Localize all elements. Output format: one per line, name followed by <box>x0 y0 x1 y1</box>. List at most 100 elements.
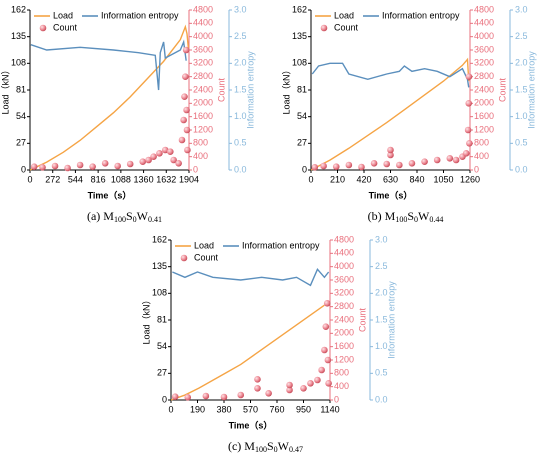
y2-tick-label: 0 <box>474 164 479 174</box>
y-tick-label: 108 <box>152 288 167 298</box>
caption: (b) M100S0W0.44 <box>368 209 444 224</box>
y-tick-label: 135 <box>292 31 307 41</box>
caption-part: 0 <box>414 215 418 224</box>
count-point <box>396 161 403 169</box>
y3-tick-label: 2.5 <box>515 31 528 41</box>
y2-tick-label: 4400 <box>193 18 213 28</box>
y-axis-title: Load（kN） <box>281 65 291 114</box>
count-point <box>332 163 340 170</box>
count-point <box>314 376 321 384</box>
count-point <box>145 156 152 164</box>
y-tick-label: 54 <box>157 341 167 351</box>
y3-tick-label: 1.0 <box>515 111 528 121</box>
y-tick-label: 81 <box>297 84 307 94</box>
caption-part: W <box>418 209 430 223</box>
y3-tick-label: 3.0 <box>234 4 247 14</box>
y2-tick-label: 1600 <box>474 111 494 121</box>
caption-part: 100 <box>255 445 267 454</box>
count-point <box>322 323 330 330</box>
count-point <box>408 160 416 167</box>
count-point <box>150 153 157 160</box>
y2-tick-label: 3600 <box>334 274 354 284</box>
count-point <box>465 73 473 80</box>
count-point <box>421 158 428 165</box>
y3-tick-label: 2.0 <box>515 58 528 68</box>
x-axis-title: Time（s） <box>88 190 132 200</box>
y2-tick-label: 1200 <box>193 124 213 134</box>
y3-tick-label: 0.5 <box>234 138 247 148</box>
x-tick-label: 1904 <box>179 174 199 184</box>
count-point <box>76 161 84 169</box>
count-point <box>181 93 188 100</box>
caption-part: W <box>278 439 290 453</box>
caption-part: S <box>126 209 133 223</box>
x-tick-label: 272 <box>45 174 60 184</box>
series-line <box>170 304 325 401</box>
y-tick-label: 162 <box>152 234 167 244</box>
x-tick-label: 190 <box>190 404 205 414</box>
x-tick-label: 760 <box>269 404 284 414</box>
count-point <box>126 160 134 168</box>
y2-tick-label: 3600 <box>193 44 213 54</box>
y-tick-label: 162 <box>292 4 307 14</box>
count-point <box>183 106 190 114</box>
y2-tick-label: 800 <box>193 138 208 148</box>
y3-axis-title: Information entropy <box>245 51 255 129</box>
y2-tick-label: 400 <box>474 151 489 161</box>
y2-tick-label: 2400 <box>474 84 494 94</box>
y2-tick-label: 2400 <box>193 84 213 94</box>
count-point <box>171 393 179 400</box>
y2-tick-label: 4400 <box>474 18 494 28</box>
x-tick-label: 840 <box>409 174 424 184</box>
count-point <box>180 116 187 124</box>
count-point <box>325 380 332 387</box>
y-tick-label: 162 <box>11 4 26 14</box>
legend-label: Load <box>194 240 214 250</box>
count-point <box>370 160 378 167</box>
count-point <box>323 300 331 307</box>
caption-part: W <box>137 209 149 223</box>
caption-part: 100 <box>114 215 126 224</box>
count-point <box>254 376 261 383</box>
y2-axis-title: Count <box>216 78 226 103</box>
x-tick-label: 570 <box>243 404 258 414</box>
count-point <box>286 381 293 389</box>
x-tick-label: 950 <box>296 404 311 414</box>
legend-label: Information entropy <box>382 10 460 20</box>
caption: (a) M100S0W0.41 <box>87 209 162 224</box>
legend-swatch <box>39 24 47 32</box>
y2-tick-label: 2000 <box>193 98 213 108</box>
y3-axis-title: Information entropy <box>526 51 536 129</box>
y-tick-label: 54 <box>297 111 307 121</box>
x-tick-label: 1140 <box>320 404 339 414</box>
y3-axis-title: Information entropy <box>386 281 396 359</box>
y2-tick-label: 1600 <box>193 111 213 121</box>
caption-part: 100 <box>395 215 407 224</box>
x-tick-label: 380 <box>216 404 231 414</box>
caption-part: 0.41 <box>148 215 162 224</box>
count-point <box>452 156 460 164</box>
y3-tick-label: 0.0 <box>515 164 528 174</box>
y3-tick-label: 0.5 <box>515 138 528 148</box>
y3-tick-label: 3.0 <box>515 4 528 14</box>
count-point <box>182 46 190 54</box>
count-point <box>321 346 328 354</box>
caption-part: (c) M <box>228 439 255 453</box>
y2-axis-title: Count <box>357 308 367 333</box>
count-point <box>184 146 191 154</box>
legend-label: Count <box>194 252 219 262</box>
y2-tick-label: 4000 <box>334 261 354 271</box>
y-tick-label: 27 <box>16 138 26 148</box>
x-tick-label: 0 <box>168 404 173 414</box>
caption: (c) M100S0W0.47 <box>228 439 303 454</box>
count-point <box>358 163 365 171</box>
x-tick-label: 0 <box>308 174 313 184</box>
y-tick-label: 0 <box>302 164 307 174</box>
count-point <box>387 146 394 154</box>
count-point <box>237 391 245 399</box>
y2-tick-label: 4400 <box>334 248 354 258</box>
count-point <box>220 393 228 401</box>
x-tick-label: 0 <box>27 174 32 184</box>
count-point <box>170 156 177 164</box>
